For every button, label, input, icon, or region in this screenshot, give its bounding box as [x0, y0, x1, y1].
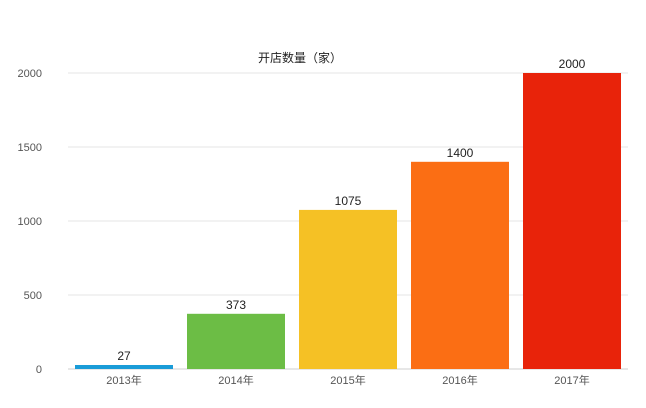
y-tick-label: 1000 [18, 216, 42, 228]
x-tick-label: 2013年 [106, 373, 141, 387]
bar [299, 209, 397, 369]
y-tick-label: 1500 [18, 142, 42, 154]
chart-title: 开店数量（家） [258, 50, 342, 65]
bar [411, 161, 509, 369]
y-tick-label: 0 [36, 364, 42, 376]
bars [75, 73, 621, 369]
bar [523, 73, 621, 369]
y-tick-label: 2000 [18, 68, 42, 80]
y-tick-label: 500 [24, 290, 42, 302]
x-tick-label: 2017年 [554, 373, 589, 387]
bar [75, 365, 173, 369]
y-axis-ticks: 0 500 1000 1500 2000 [18, 68, 42, 376]
x-tick-label: 2016年 [442, 373, 477, 387]
x-tick-label: 2015年 [330, 373, 365, 387]
x-tick-label: 2014年 [218, 373, 253, 387]
bar [187, 313, 285, 369]
data-label: 1075 [335, 194, 362, 208]
data-label: 27 [117, 349, 131, 363]
x-axis-ticks: 2013年 2014年 2015年 2016年 2017年 [106, 373, 589, 387]
data-label: 1400 [447, 146, 474, 160]
data-label: 2000 [559, 57, 586, 71]
data-label: 373 [226, 298, 246, 312]
data-labels: 27 373 1075 1400 2000 [117, 57, 585, 363]
